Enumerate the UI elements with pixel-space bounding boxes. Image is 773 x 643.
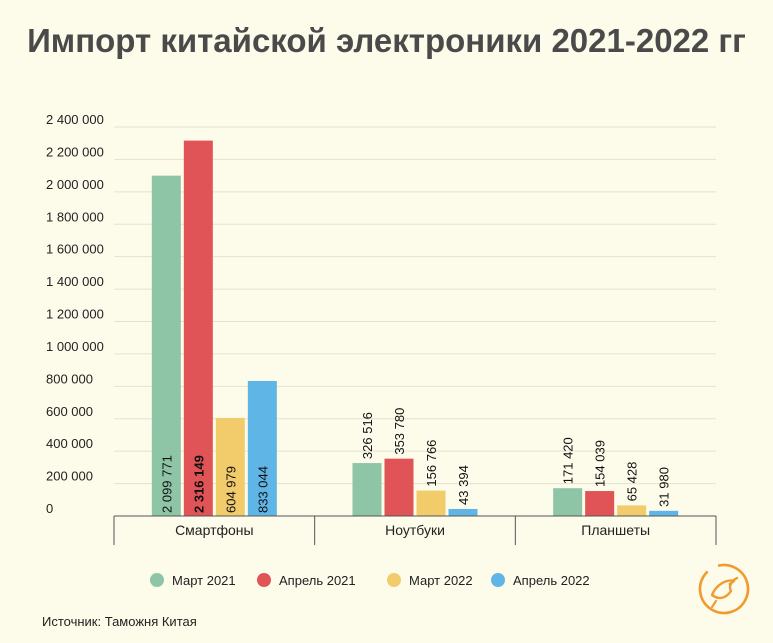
bar — [384, 458, 414, 516]
category-label: Планшеты — [581, 522, 650, 538]
data-label: 154 039 — [593, 440, 608, 487]
legend-label: Апрель 2021 — [279, 573, 356, 588]
bar — [416, 490, 446, 516]
bar — [247, 380, 277, 516]
y-tick-label: 1 000 000 — [46, 339, 104, 354]
category-label: Ноутбуки — [385, 522, 445, 538]
y-tick-label: 2 000 000 — [46, 177, 104, 192]
bar — [617, 505, 647, 516]
legend: Март 2021 Апрель 2021 Март 2022 Апрель 2022 — [150, 573, 590, 588]
data-label: 833 044 — [255, 466, 270, 513]
bar — [553, 488, 583, 516]
legend-label: Апрель 2022 — [513, 573, 590, 588]
bar — [585, 491, 615, 516]
source-note: Источник: Таможня Китая — [42, 614, 197, 629]
legend-marker — [387, 573, 401, 587]
legend-marker — [491, 573, 505, 587]
y-tick-label: 2 200 000 — [46, 144, 104, 159]
data-label: 65 428 — [625, 462, 640, 502]
bar — [352, 463, 382, 516]
legend-marker — [257, 573, 271, 587]
data-label: 353 780 — [392, 408, 407, 455]
bar — [151, 175, 181, 516]
y-tick-label: 400 000 — [46, 436, 93, 451]
y-tick-label: 200 000 — [46, 469, 93, 484]
data-label: 2 316 149 — [191, 455, 206, 513]
data-label: 2 099 771 — [159, 455, 174, 513]
legend-label: Март 2022 — [409, 573, 473, 588]
y-tick-label: 1 600 000 — [46, 242, 104, 257]
legend-label: Март 2021 — [172, 573, 236, 588]
category-label: Смартфоны — [175, 522, 254, 538]
grid-lines — [114, 126, 716, 485]
bar — [448, 508, 478, 516]
bars: 2 099 771 2 316 149 604 979 833 044 326 516 3… — [151, 140, 679, 516]
chart-title: Импорт китайской электроники 2021-2022 г… — [27, 22, 746, 59]
y-tick-label: 1 200 000 — [46, 307, 104, 322]
bar — [215, 417, 245, 516]
y-tick-label: 1 800 000 — [46, 209, 104, 224]
data-label: 604 979 — [223, 466, 238, 513]
legend-marker — [150, 573, 164, 587]
data-label: 156 766 — [424, 440, 439, 487]
bar — [649, 510, 679, 516]
bar — [183, 140, 213, 516]
y-tick-label: 2 400 000 — [46, 112, 104, 127]
bird-in-circle-icon — [698, 563, 750, 615]
y-tick-label: 0 — [46, 501, 53, 516]
data-label: 43 394 — [456, 465, 471, 505]
data-label: 171 420 — [561, 437, 576, 484]
x-axis: Смартфоны Ноутбуки Планшеты — [113, 515, 717, 545]
y-axis: 0 200 000 400 000 600 000 800 000 1 000 000 1 … — [46, 112, 104, 516]
y-tick-label: 600 000 — [46, 404, 93, 419]
data-label: 326 516 — [360, 412, 375, 459]
data-label: 31 980 — [657, 467, 672, 507]
y-tick-label: 1 400 000 — [46, 274, 104, 289]
y-tick-label: 800 000 — [46, 371, 93, 386]
